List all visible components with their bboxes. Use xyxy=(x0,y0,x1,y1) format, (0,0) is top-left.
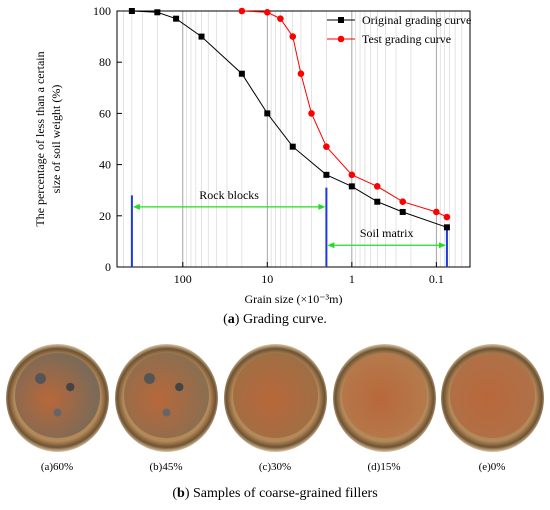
y-tick-label: 0 xyxy=(105,260,111,274)
sample-label-a: (a)60% xyxy=(40,461,74,473)
test-data-point xyxy=(264,8,271,16)
sample-photo-d xyxy=(333,344,436,452)
test-data-point xyxy=(433,208,440,216)
sample-fill-a xyxy=(15,353,100,438)
original-data-point xyxy=(238,70,245,77)
sample-label-d: (d)15% xyxy=(367,461,401,473)
y-axis-label-line-1: The percentage of less than a certain xyxy=(33,51,47,226)
original-data-point xyxy=(289,143,296,150)
caption-b-letter: b xyxy=(177,486,185,501)
x-tick-label: 10 xyxy=(261,272,273,286)
original-grading-line xyxy=(131,10,448,228)
x-tick-label: 1 xyxy=(349,272,355,286)
sample-label-b: (b)45% xyxy=(149,461,183,473)
caption-a: (a) Grading curve. xyxy=(223,312,327,327)
test-data-point xyxy=(238,7,246,15)
sample-photo-b xyxy=(115,344,218,452)
original-data-point xyxy=(323,171,330,178)
samples-row xyxy=(0,344,550,456)
legend-marker-circle xyxy=(337,35,345,43)
test-data-point xyxy=(323,143,330,150)
y-tick-label: 20 xyxy=(99,209,111,223)
sample-photo-c xyxy=(224,344,327,452)
test-data-point xyxy=(289,33,297,40)
rock-blocks-arrow-head-left xyxy=(132,203,140,210)
original-data-point xyxy=(348,183,355,190)
test-data-point xyxy=(308,110,315,117)
test-data-point xyxy=(348,171,356,179)
sample-fill-d xyxy=(342,353,427,438)
legend-label: Test grading curve xyxy=(362,32,451,46)
sample-fill-e xyxy=(450,353,535,438)
soil-matrix-arrow-head-right xyxy=(438,242,446,249)
plot-frame xyxy=(116,10,471,268)
x-tick-label: 100 xyxy=(174,272,192,286)
sample-fill-c xyxy=(233,353,318,438)
original-data-point xyxy=(374,198,381,205)
caption-b-text: Samples of coarse-grained fillers xyxy=(192,486,378,501)
y-tick-label: 60 xyxy=(99,106,111,120)
rock-blocks-label: Rock blocks xyxy=(199,188,259,202)
sample-label-c: (c)30% xyxy=(258,461,292,473)
y-tick-label: 100 xyxy=(93,4,111,18)
y-tick-label: 80 xyxy=(99,55,111,69)
caption-b: (b) Samples of coarse-grained fillers xyxy=(172,486,378,501)
grading-curve-chart: 0 20 40 60 80 100 100 10 1 0.1 Grain size (×10⁻³m)… xyxy=(33,4,471,306)
soil-matrix-arrow-head-left xyxy=(327,242,335,249)
y-axis-label-line-2: size of soil weight (%) xyxy=(49,85,63,194)
original-data-point xyxy=(399,208,406,215)
test-data-point xyxy=(277,15,284,22)
caption-a-letter: a xyxy=(227,312,235,327)
x-axis-label: Grain size (×10⁻³m) xyxy=(244,292,342,306)
y-tick-label: 40 xyxy=(99,158,111,172)
rock-blocks-arrow-head-right xyxy=(318,203,326,210)
original-data-point xyxy=(173,15,180,22)
original-data-point xyxy=(198,33,205,40)
legend-marker-square xyxy=(338,17,344,23)
original-data-point xyxy=(264,110,271,117)
soil-matrix-label: Soil matrix xyxy=(360,226,414,240)
x-tick-label: 0.1 xyxy=(429,272,444,286)
original-data-point xyxy=(154,9,161,16)
original-data-point xyxy=(128,8,135,14)
test-data-point xyxy=(399,198,407,206)
test-data-point xyxy=(443,213,451,221)
sample-label-e: (e)0% xyxy=(478,461,506,473)
sample-fill-b xyxy=(124,353,209,438)
legend-label: Original grading curve xyxy=(362,13,471,27)
sample-photo-e xyxy=(441,344,544,452)
original-data-point xyxy=(443,224,450,231)
test-data-point xyxy=(297,70,305,78)
sample-photo-a xyxy=(6,344,109,452)
test-data-point xyxy=(373,183,381,190)
caption-a-text: Grading curve. xyxy=(242,312,327,327)
